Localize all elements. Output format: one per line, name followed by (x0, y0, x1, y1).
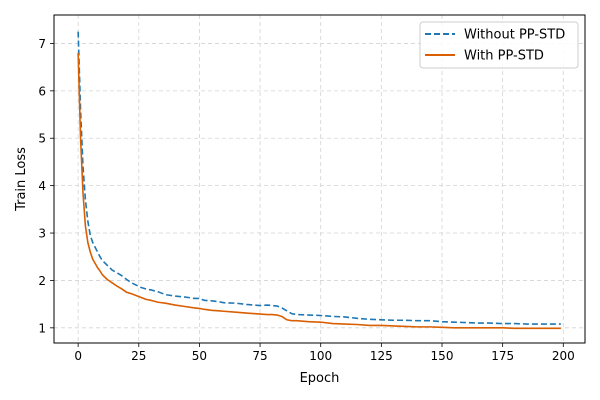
y-tick-label: 4 (38, 179, 46, 193)
legend: Without PP-STD With PP-STD (419, 21, 579, 69)
y-tick-label: 7 (38, 37, 46, 51)
y-tick-label: 5 (38, 132, 46, 146)
x-axis-ticks: 0 25 50 75 100 125 150 175 200 (74, 343, 575, 363)
x-axis-label: Epoch (300, 371, 340, 386)
y-axis-label: Train Loss (14, 147, 29, 212)
legend-box (419, 21, 579, 69)
plot-frame (53, 14, 586, 344)
x-tick-label: 150 (431, 349, 454, 363)
x-tick-label: 200 (552, 349, 575, 363)
x-tick-label: 100 (309, 349, 332, 363)
legend-label-without-pp-std: Without PP-STD (464, 28, 565, 43)
y-tick-label: 6 (38, 84, 46, 98)
x-tick-label: 50 (192, 349, 207, 363)
x-tick-label: 125 (370, 349, 393, 363)
series-line-without-pp-std (77, 31, 561, 325)
x-tick-label: 75 (252, 349, 267, 363)
series-line-with-pp-std (77, 52, 561, 330)
series-lines (77, 31, 561, 330)
x-tick-label: 175 (491, 349, 514, 363)
y-tick-label: 3 (38, 227, 46, 241)
y-tick-label: 2 (38, 274, 46, 288)
y-tick-label: 1 (38, 321, 46, 335)
legend-label-with-pp-std: With PP-STD (464, 49, 544, 64)
x-tick-label: 25 (131, 349, 146, 363)
x-tick-label: 0 (74, 349, 82, 363)
y-axis-ticks: 1 2 3 4 5 6 7 (38, 37, 54, 335)
